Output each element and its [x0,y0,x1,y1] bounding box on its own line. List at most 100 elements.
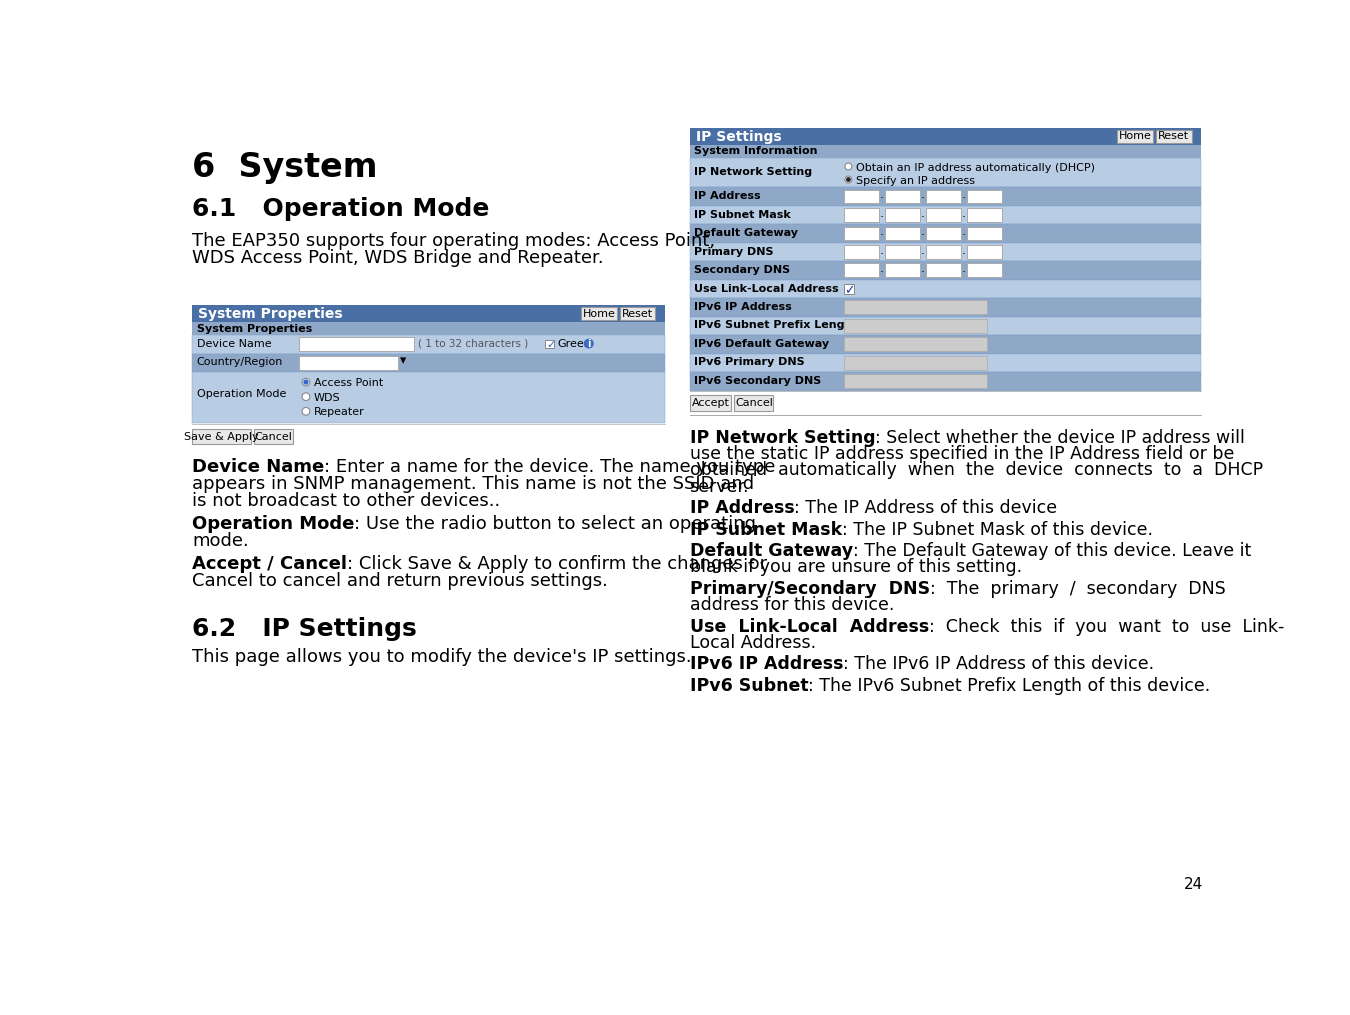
Text: 0: 0 [971,247,977,257]
Text: Accept: Accept [691,398,729,408]
Circle shape [846,178,850,182]
Text: ✓: ✓ [845,284,855,297]
Text: : Click Save & Apply to confirm the changes or: : Click Save & Apply to confirm the chan… [347,555,767,573]
Bar [620,307,656,321]
Text: .: . [921,189,925,201]
Text: Operation Mode: Operation Mode [192,516,354,533]
Bar [926,208,961,222]
Text: System Information: System Information [694,146,818,156]
Text: IP Network Setting: IP Network Setting [690,429,875,447]
Bar [690,395,732,410]
Text: Specify an IP address: Specify an IP address [856,176,975,186]
Text: 0: 0 [888,265,895,275]
Text: Country/Region: Country/Region [197,357,284,367]
Bar [1118,130,1153,143]
Text: .: . [879,262,883,275]
Text: .: . [961,262,965,275]
Text: EAP350: EAP350 [302,339,344,349]
Text: ▾: ▾ [400,354,406,367]
Text: : Use the radio button to select an operating: : Use the radio button to select an oper… [354,516,756,533]
Text: IPv6 Default Gateway: IPv6 Default Gateway [694,339,829,349]
Bar [690,145,1202,158]
Text: Default Gateway: Default Gateway [690,542,853,560]
Text: :  The  primary  /  secondary  DNS: : The primary / secondary DNS [930,580,1226,598]
Text: Cancel: Cancel [734,398,772,408]
Text: 255: 255 [888,209,909,219]
Text: Default Gateway: Default Gateway [694,228,798,239]
Text: Access Point: Access Point [313,379,383,388]
Text: 0: 0 [888,247,895,257]
Bar [844,208,879,222]
Text: Use  Link-Local  Address: Use Link-Local Address [690,618,929,635]
Text: i: i [587,339,590,348]
Bar [690,224,1202,243]
Text: 168: 168 [888,191,909,201]
Bar [545,340,554,348]
Text: .: . [921,207,925,220]
Text: appears in SNMP management. This name is not the SSID and: appears in SNMP management. This name is… [192,475,755,493]
Circle shape [302,407,309,415]
Text: .: . [879,189,883,201]
Bar [690,317,1202,335]
Bar [690,261,1202,280]
Text: .: . [879,225,883,239]
Text: : The IP Subnet Mask of this device.: : The IP Subnet Mask of this device. [841,521,1153,539]
Text: Primary/Secondary  DNS: Primary/Secondary DNS [690,580,930,598]
Text: System Properties: System Properties [198,308,343,322]
Text: IP Network Setting: IP Network Setting [694,167,813,178]
Text: Use Link-Local Address: Use Link-Local Address [694,283,838,293]
Text: Operation Mode: Operation Mode [197,389,286,399]
Text: 1: 1 [929,228,936,239]
Bar [844,190,879,203]
Bar [690,373,1202,391]
Text: System Properties: System Properties [197,324,312,334]
Text: IPv6 Subnet: IPv6 Subnet [690,677,809,695]
Bar [690,298,1202,317]
Bar [844,375,987,388]
Text: Device Name: Device Name [197,339,271,349]
Text: 6  System: 6 System [192,151,378,184]
Circle shape [302,379,309,386]
Bar [926,190,961,203]
Bar [967,245,1002,259]
Text: Reset: Reset [1158,131,1189,141]
Text: .: . [961,207,965,220]
Text: IPv6 Subnet Prefix Length: IPv6 Subnet Prefix Length [694,321,857,331]
Text: 24: 24 [1184,877,1203,892]
Circle shape [304,381,308,384]
Text: Accept / Cancel: Accept / Cancel [192,555,347,573]
Bar [844,283,853,293]
Text: IP Settings: IP Settings [695,130,782,144]
Bar [690,158,1202,187]
Text: 0: 0 [971,265,977,275]
Bar [192,322,664,335]
Text: .: . [961,244,965,257]
Text: : Enter a name for the device. The name you type: : Enter a name for the device. The name … [324,459,776,476]
Bar [690,280,1202,298]
Bar [884,190,919,203]
Bar [844,245,879,259]
Bar [967,208,1002,222]
Bar [192,335,664,353]
Bar [926,226,961,241]
Bar [734,395,774,410]
Text: : The Default Gateway of this device. Leave it: : The Default Gateway of this device. Le… [853,542,1251,560]
Bar [844,226,879,241]
Text: : Select whether the device IP address will: : Select whether the device IP address w… [875,429,1245,447]
Text: .: . [961,225,965,239]
Text: 192: 192 [846,228,868,239]
Text: Save & Apply: Save & Apply [184,431,259,442]
Bar [690,335,1202,353]
Text: IPv6 IP Address: IPv6 IP Address [694,302,792,312]
Text: Green: Green [558,339,591,349]
Text: 168: 168 [888,228,909,239]
Text: Home: Home [582,309,616,319]
Bar [298,337,413,351]
Bar [690,187,1202,206]
Text: :  Check  this  if  you  want  to  use  Link-: : Check this if you want to use Link- [929,618,1284,635]
Text: address for this device.: address for this device. [690,596,894,614]
Text: 0: 0 [846,265,853,275]
Text: IP Address: IP Address [690,499,794,517]
Bar [967,226,1002,241]
Text: WDS: WDS [313,393,340,403]
